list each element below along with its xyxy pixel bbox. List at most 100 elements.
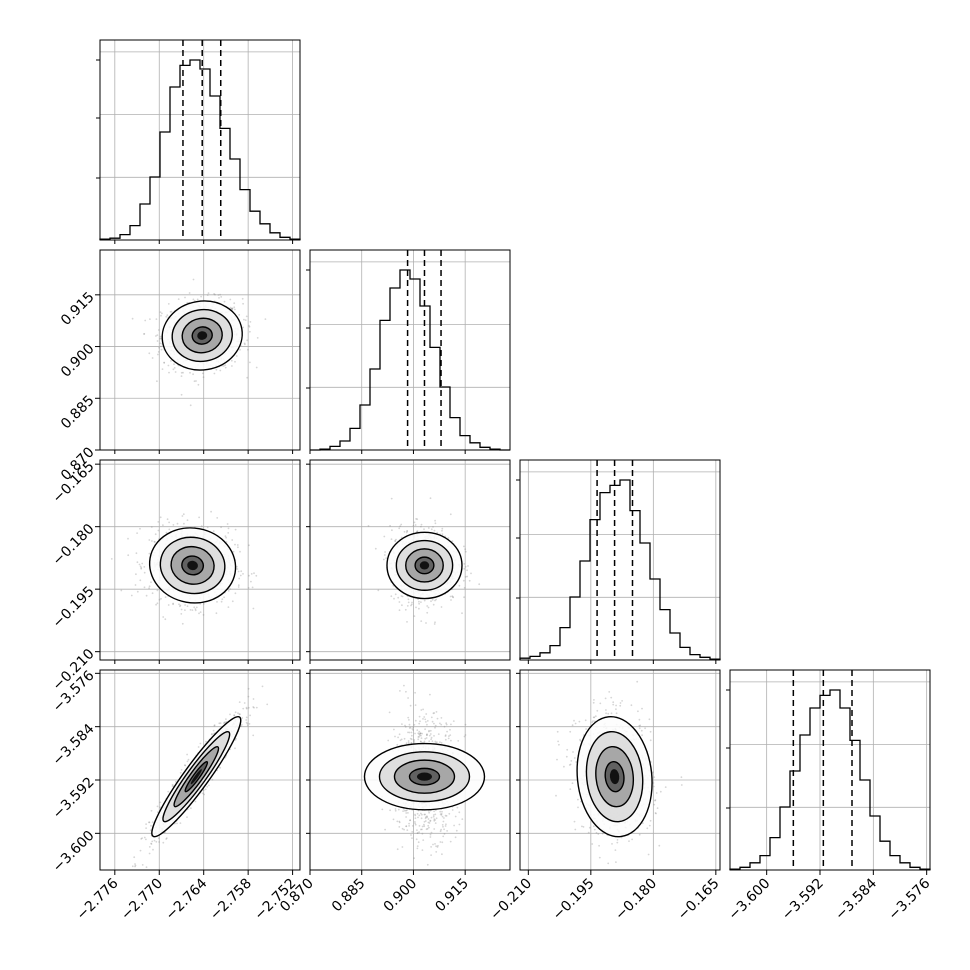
scatter-point [406,809,408,811]
scatter-point [421,825,424,828]
scatter-point [266,703,269,706]
scatter-point [242,707,245,710]
scatter-point [434,724,437,727]
scatter-point [140,566,143,569]
scatter-point [610,696,613,699]
scatter-point [429,693,431,696]
scatter-point [557,740,559,743]
scatter-point [213,724,216,726]
scatter-point [595,832,598,834]
scatter-point [445,815,448,817]
scatter-point [160,597,162,600]
scatter-point [227,527,230,530]
scatter-point [428,734,431,737]
scatter-point [148,821,151,824]
scatter-point [148,539,151,541]
pair-panel-3-0 [99,669,301,871]
scatter-point [406,530,409,533]
scatter-point [173,363,175,366]
scatter-point [180,608,183,611]
scatter-point [184,764,187,767]
scatter-point [421,849,424,851]
scatter-point [390,497,393,500]
hist-panel-2 [516,459,721,661]
scatter-point [174,371,177,373]
scatter-point [426,827,429,830]
scatter-point [421,832,424,835]
scatter-point [418,730,421,733]
scatter-point [464,734,467,736]
panel-frame [99,249,301,451]
scatter-point [430,736,433,739]
scatter-point [456,806,459,809]
scatter-point [430,816,433,819]
scatter-point [428,740,431,743]
scatter-point [612,701,615,704]
scatter-point [234,711,237,714]
density-core [197,331,208,340]
scatter-point [156,602,159,605]
scatter-point [413,723,416,726]
scatter-point [468,579,471,582]
scatter-point [398,527,401,530]
scatter-point [145,827,148,829]
panels: 0.8700.8850.9000.915−0.210−0.195−0.180−0… [50,39,934,923]
scatter-point [409,726,412,729]
scatter-point [224,366,227,369]
scatter-point [212,530,215,532]
scatter-point [463,545,465,548]
scatter-point [410,738,413,741]
scatter-point [395,538,397,541]
scatter-point [255,574,258,577]
scatter-point [462,579,465,582]
scatter-point [414,817,417,820]
scatter-point [184,764,186,766]
scatter-point [205,740,207,743]
scatter-point [424,718,427,721]
contour-line [173,745,220,808]
scatter-point [398,826,401,828]
scatter-point [394,540,397,543]
scatter-point [410,731,413,734]
scatter-point [168,371,170,374]
scatter-point [434,599,436,602]
scatter-point [238,577,241,580]
scatter-point [439,741,441,744]
scatter-point [227,590,230,592]
scatter-point [213,725,216,727]
scatter-point [406,621,408,623]
scatter-point [592,716,595,719]
scatter-point [186,605,189,608]
scatter-point [417,736,420,738]
contour-line [181,317,223,354]
scatter-point [165,838,168,840]
scatter-point [247,687,250,690]
scatter-point [140,567,143,570]
scatter-point [399,525,402,528]
scatter-point [412,729,414,731]
scatter-point [159,311,162,313]
scatter-point [449,840,452,843]
scatter-point [423,823,425,826]
scatter-point [252,607,255,610]
scatter-point [389,809,391,812]
scatter-point [182,371,184,374]
scatter-point [134,584,137,586]
scatter-point [464,548,467,551]
scatter-point [200,525,203,528]
scatter-point [411,728,414,730]
scatter-point [166,314,169,317]
scatter-point [151,840,154,843]
scatter-point [172,603,175,606]
scatter-point [162,616,165,618]
scatter-point [188,292,191,294]
scatter-point [439,722,441,725]
scatter-point [432,814,435,816]
scatter-point [425,828,428,831]
scatter-point [405,812,408,814]
scatter-point [423,528,425,531]
scatter-point [433,735,435,737]
scatter-point [389,524,391,527]
contour-line [159,536,226,595]
scatter-point [420,817,423,820]
